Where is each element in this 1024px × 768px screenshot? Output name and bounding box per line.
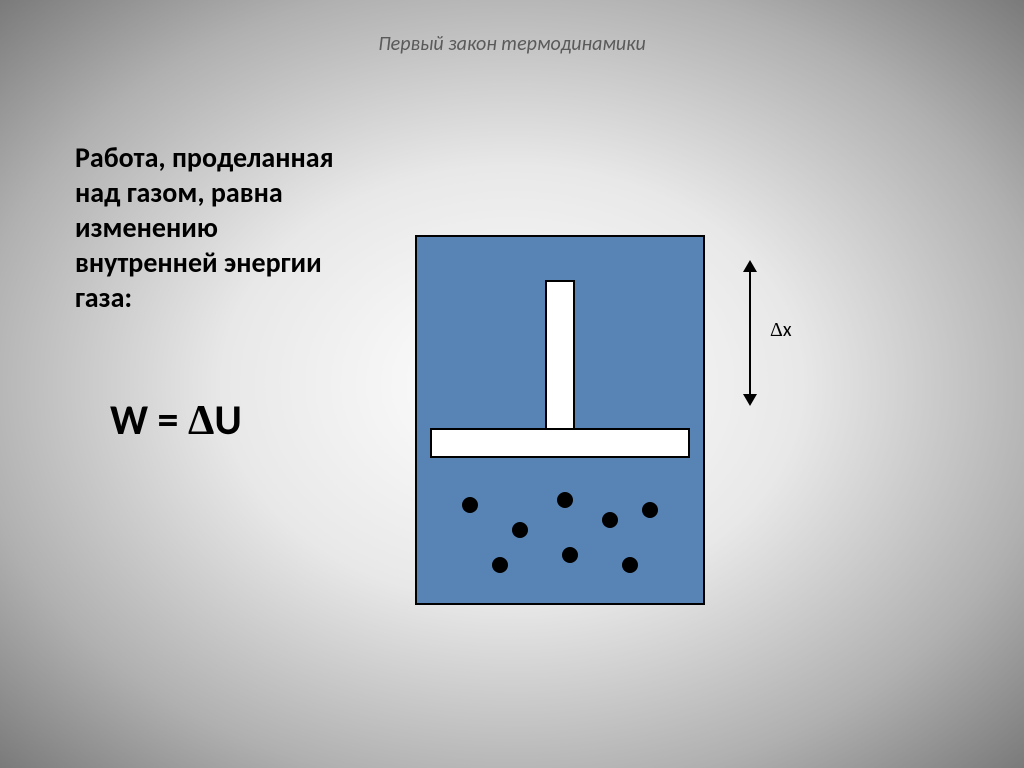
slide-title: Первый закон термодинамики [0,32,1024,56]
formula: W = ΔU [110,395,242,446]
displacement-arrow-group: Δx [740,258,800,408]
gas-particle [622,557,638,573]
gas-particle [512,522,528,538]
piston-rod [545,280,575,430]
delta-x-label: Δx [770,318,792,342]
formula-text: W = ΔU [110,395,242,446]
piston-diagram [415,235,705,605]
gas-particle [557,492,573,508]
slide: Первый закон термодинамики Работа, проде… [0,0,1024,768]
gas-particle [462,497,478,513]
gas-particle [492,557,508,573]
gas-particle [562,547,578,563]
piston-plate [430,428,690,458]
body-text: Работа, проделанная над газом, равна изм… [75,140,355,315]
gas-particle [642,502,658,518]
gas-particle [602,512,618,528]
